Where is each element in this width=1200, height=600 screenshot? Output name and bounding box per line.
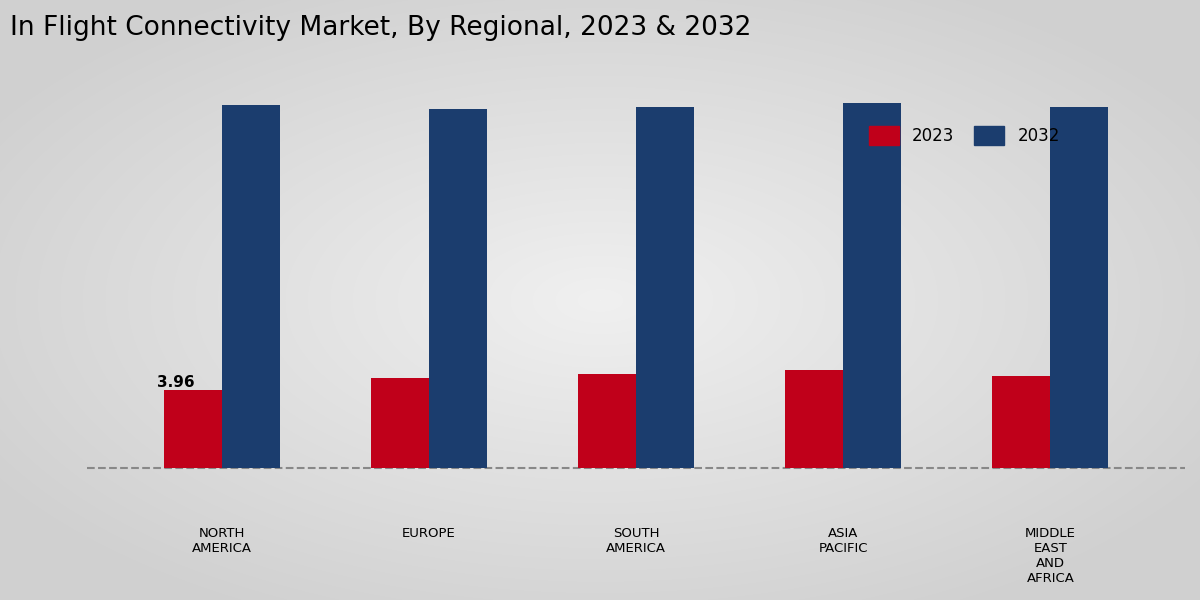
Bar	[1050, 107, 1109, 468]
Bar	[163, 391, 222, 468]
Bar	[578, 374, 636, 468]
Text: 3.96: 3.96	[157, 376, 196, 391]
Text: In Flight Connectivity Market, By Regional, 2023 & 2032: In Flight Connectivity Market, By Region…	[10, 15, 751, 41]
Bar	[785, 370, 844, 468]
Bar	[844, 103, 901, 468]
Bar	[636, 107, 694, 468]
Bar	[371, 378, 428, 468]
Bar	[222, 105, 280, 468]
Bar	[428, 109, 487, 468]
Legend: 2023, 2032: 2023, 2032	[862, 119, 1067, 152]
Bar	[992, 376, 1050, 468]
